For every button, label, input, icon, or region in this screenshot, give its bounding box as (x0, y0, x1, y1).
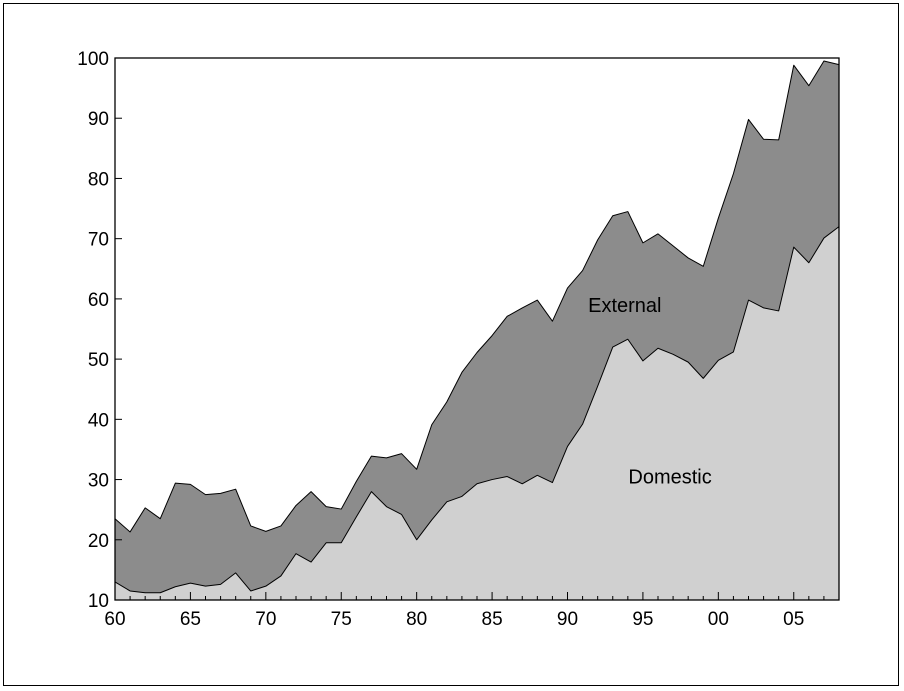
y-tick-label: 80 (88, 169, 109, 190)
y-tick-label: 10 (88, 591, 109, 612)
plot-areas (114, 60, 840, 601)
y-tick-label: 30 (88, 471, 109, 492)
x-tick-label: 95 (632, 609, 653, 630)
x-tick-label: 85 (482, 609, 503, 630)
series-label-external: External (588, 295, 661, 317)
x-tick-label: 00 (708, 609, 729, 630)
x-tick-label: 80 (406, 609, 427, 630)
x-tick-label: 05 (783, 609, 804, 630)
annotations: External Domestic (588, 295, 712, 489)
y-tick-label: 20 (88, 531, 109, 552)
y-tick-label: 90 (88, 109, 109, 130)
y-tick-label: 50 (88, 350, 109, 371)
y-tick-label: 100 (77, 49, 109, 70)
x-axis: 60 65 70 75 80 85 90 95 00 05 (104, 592, 840, 630)
y-tick-label: 70 (88, 230, 109, 251)
y-axis: 10 20 30 40 50 60 70 80 90 100 (77, 49, 122, 612)
x-tick-label: 60 (104, 609, 125, 630)
x-tick-label: 90 (557, 609, 578, 630)
area-domestic (114, 226, 840, 601)
y-tick-label: 40 (88, 410, 109, 431)
x-tick-label: 65 (180, 609, 201, 630)
x-tick-label: 70 (255, 609, 276, 630)
y-tick-label: 60 (88, 290, 109, 311)
x-tick-label: 75 (331, 609, 352, 630)
series-label-domestic: Domestic (628, 467, 711, 489)
